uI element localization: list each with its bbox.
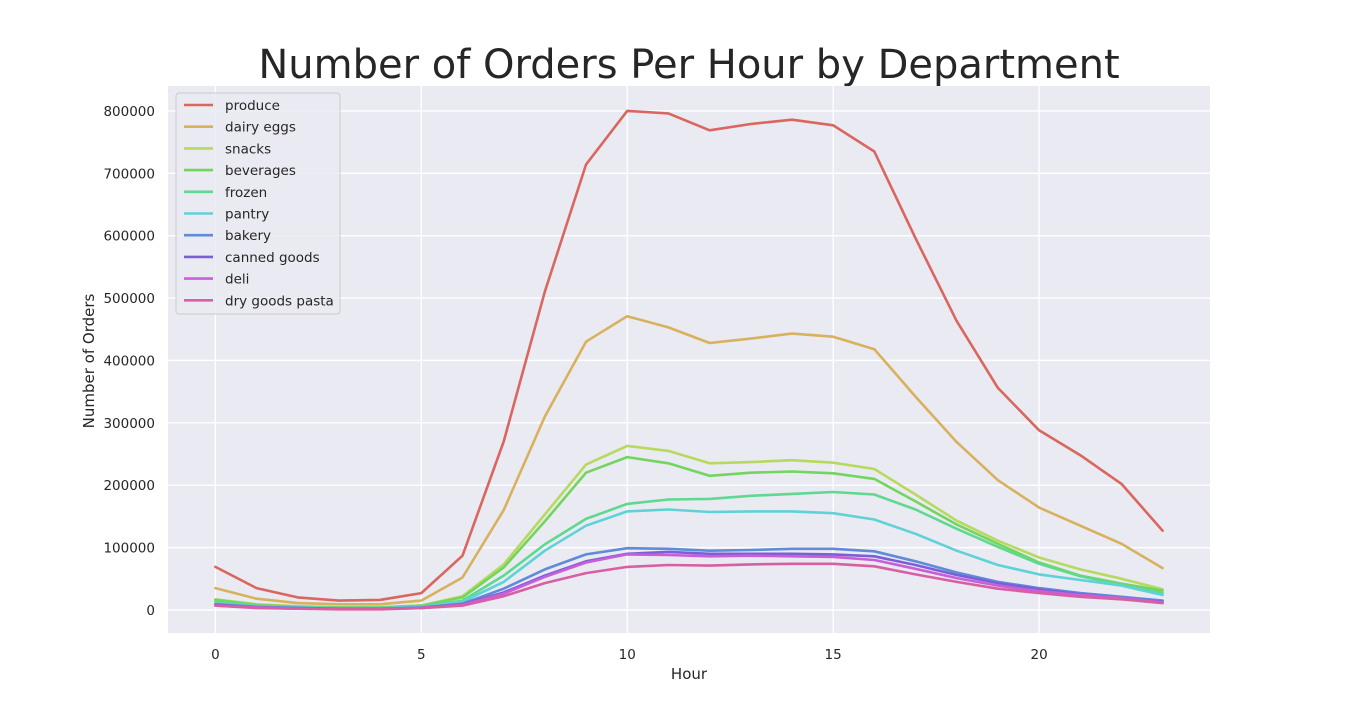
y-tick-label: 500000 bbox=[103, 291, 155, 307]
y-tick-label: 300000 bbox=[103, 416, 155, 432]
x-tick-label: 15 bbox=[825, 647, 842, 663]
y-tick-label: 600000 bbox=[103, 229, 155, 245]
series-line-dry-goods-pasta bbox=[214, 562, 1164, 611]
series-line-produce bbox=[214, 109, 1164, 602]
legend-label: produce bbox=[225, 98, 280, 114]
y-tick-label: 0 bbox=[146, 603, 155, 619]
legend-label: bakery bbox=[225, 228, 271, 244]
y-tick-label: 700000 bbox=[103, 166, 155, 182]
x-axis-ticks: 0 5 10 15 20 bbox=[211, 647, 1048, 663]
chart-title: Number of Orders Per Hour by Department bbox=[258, 42, 1119, 88]
x-tick-label: 0 bbox=[211, 647, 220, 663]
y-axis-label: Number of Orders bbox=[80, 293, 98, 428]
series-lines bbox=[214, 109, 1164, 611]
y-axis-ticks: 0 100000 200000 300000 400000 500000 600000 700… bbox=[103, 104, 155, 619]
x-tick-label: 10 bbox=[619, 647, 636, 663]
y-tick-label: 200000 bbox=[103, 478, 155, 494]
legend-label: snacks bbox=[225, 141, 271, 157]
x-axis-label: Hour bbox=[671, 665, 708, 683]
legend-label: deli bbox=[225, 272, 249, 288]
y-tick-label: 800000 bbox=[103, 104, 155, 120]
legend-label: dairy eggs bbox=[225, 120, 296, 136]
legend-box bbox=[175, 92, 341, 315]
plot-area bbox=[168, 86, 1210, 633]
legend-label: beverages bbox=[225, 163, 296, 179]
legend-label: pantry bbox=[225, 207, 269, 223]
legend-label: frozen bbox=[225, 185, 267, 201]
legend: produce dairy eggs snacks beverages frozen pa… bbox=[175, 92, 341, 315]
y-tick-label: 400000 bbox=[103, 353, 155, 369]
series-line-dairy-eggs bbox=[214, 314, 1164, 606]
x-tick-label: 20 bbox=[1030, 647, 1047, 663]
y-tick-label: 100000 bbox=[103, 541, 155, 557]
legend-label: dry goods pasta bbox=[225, 293, 334, 309]
legend-label: canned goods bbox=[225, 250, 320, 266]
gridlines bbox=[168, 86, 1210, 633]
x-tick-label: 5 bbox=[417, 647, 426, 663]
